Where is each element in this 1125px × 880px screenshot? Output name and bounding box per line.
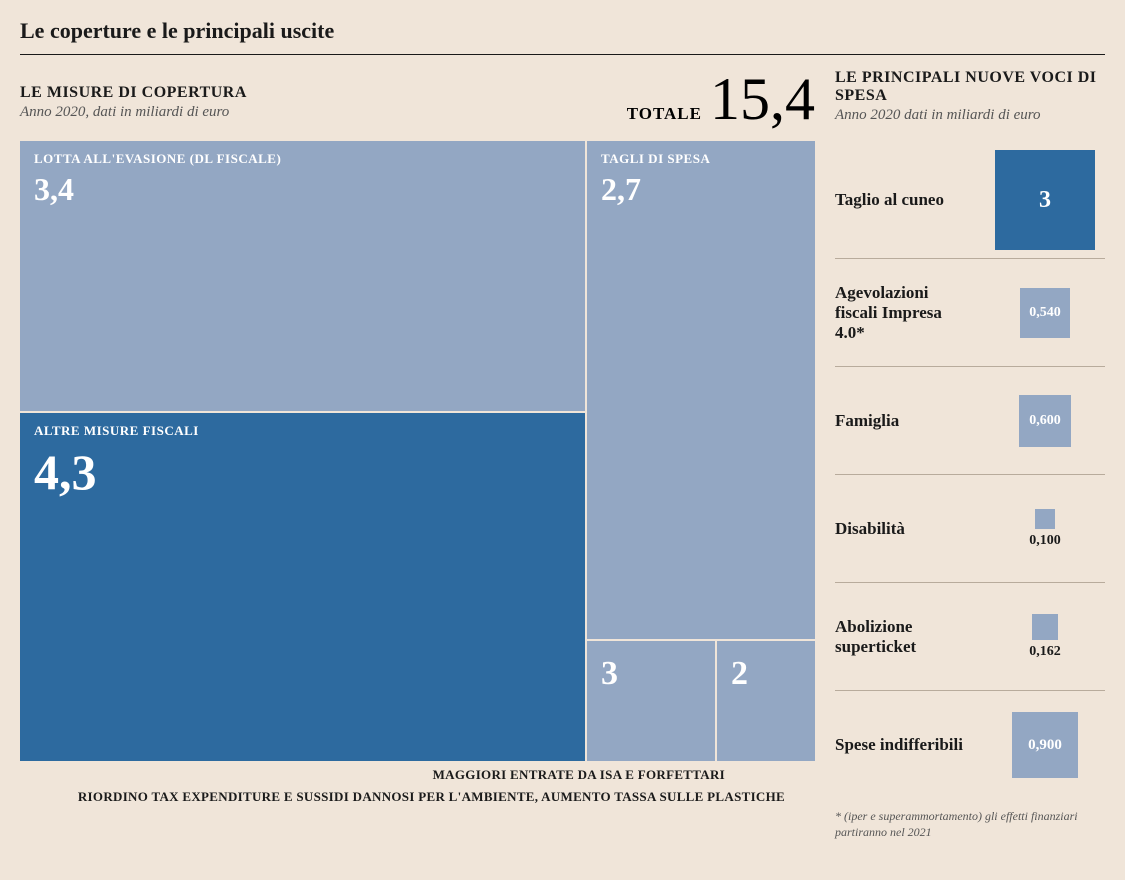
treemap-box-tre: 3 bbox=[587, 641, 715, 761]
spesa-box: 3 bbox=[995, 150, 1095, 250]
spesa-box-wrap: 0,600 bbox=[985, 395, 1105, 447]
page-title: Le coperture e le principali uscite bbox=[20, 18, 1105, 55]
spesa-box-wrap: 0,540 bbox=[985, 288, 1105, 338]
spesa-label: Taglio al cuneo bbox=[835, 190, 944, 210]
left-subtitle: Anno 2020, dati in miliardi di euro bbox=[20, 104, 247, 121]
spesa-row: Agevolazioni fiscali Impresa 4.0* 0,540 bbox=[835, 259, 1105, 367]
treemap-box-tagli: TAGLI DI SPESA 2,7 bbox=[587, 141, 815, 639]
treemap-box-altre: ALTRE MISURE FISCALI 4,3 bbox=[20, 413, 585, 761]
treemap-label: TAGLI DI SPESA bbox=[601, 151, 801, 167]
spesa-label: Agevolazioni fiscali Impresa 4.0* bbox=[835, 283, 975, 343]
treemap-value: 3,4 bbox=[34, 171, 571, 208]
callout-1-text: MAGGIORI ENTRATE DA ISA E FORFETTARI bbox=[433, 767, 725, 782]
totale-value: 15,4 bbox=[710, 69, 815, 129]
treemap-value: 3 bbox=[601, 655, 701, 693]
spesa-box bbox=[1035, 509, 1055, 529]
treemap-value: 4,3 bbox=[34, 443, 571, 501]
totale-label: TOTALE bbox=[627, 104, 702, 124]
treemap-box-evasione: LOTTA ALL'EVASIONE (DL FISCALE) 3,4 bbox=[20, 141, 585, 411]
treemap-value: 2,7 bbox=[601, 171, 801, 208]
callout-2: RIORDINO TAX EXPENDITURE E SUSSIDI DANNO… bbox=[20, 789, 815, 805]
spesa-box: 0,900 bbox=[1012, 712, 1078, 778]
spesa-value-below: 0,100 bbox=[1029, 533, 1061, 549]
spesa-label: Disabilità bbox=[835, 519, 905, 539]
spesa-box: 0,540 bbox=[1020, 288, 1070, 338]
spesa-value-below: 0,162 bbox=[1029, 644, 1061, 660]
right-title: LE PRINCIPALI NUOVE VOCI DI SPESA bbox=[835, 69, 1105, 105]
treemap-label: ALTRE MISURE FISCALI bbox=[34, 423, 571, 439]
right-subtitle: Anno 2020 dati in miliardi di euro bbox=[835, 107, 1105, 124]
treemap: LOTTA ALL'EVASIONE (DL FISCALE) 3,4 ALTRE … bbox=[20, 141, 815, 761]
spesa-row: Abolizione superticket 0,162 bbox=[835, 583, 1105, 691]
spesa-rows: Taglio al cuneo3Agevolazioni fiscali Imp… bbox=[835, 142, 1105, 799]
spesa-box bbox=[1032, 614, 1058, 640]
spesa-row: Spese indifferibili 0,900 bbox=[835, 691, 1105, 799]
spesa-row: Disabilità 0,100 bbox=[835, 475, 1105, 583]
spesa-box-wrap: 0,100 bbox=[985, 509, 1105, 549]
totale-block: TOTALE 15,4 bbox=[627, 69, 815, 129]
spesa-box: 0,600 bbox=[1019, 395, 1071, 447]
callout-1: MAGGIORI ENTRATE DA ISA E FORFETTARI bbox=[20, 767, 815, 783]
spesa-box-wrap: 3 bbox=[985, 150, 1105, 250]
spesa-row: Taglio al cuneo 3 bbox=[835, 142, 1105, 259]
callout-2-text: RIORDINO TAX EXPENDITURE E SUSSIDI DANNO… bbox=[78, 789, 785, 804]
spesa-label: Abolizione superticket bbox=[835, 617, 975, 657]
treemap-value: 2 bbox=[731, 655, 801, 693]
treemap-label: LOTTA ALL'EVASIONE (DL FISCALE) bbox=[34, 151, 571, 167]
left-title: LE MISURE DI COPERTURA bbox=[20, 84, 247, 102]
content-container: LE MISURE DI COPERTURA Anno 2020, dati i… bbox=[20, 69, 1105, 840]
footnote: * (iper e superammortamento) gli effetti… bbox=[835, 809, 1105, 840]
spesa-label: Spese indifferibili bbox=[835, 735, 963, 755]
left-header: LE MISURE DI COPERTURA Anno 2020, dati i… bbox=[20, 69, 815, 129]
coperture-section: LE MISURE DI COPERTURA Anno 2020, dati i… bbox=[20, 69, 815, 840]
spesa-label: Famiglia bbox=[835, 411, 899, 431]
spesa-box-wrap: 0,162 bbox=[985, 614, 1105, 660]
callouts: MAGGIORI ENTRATE DA ISA E FORFETTARI RIO… bbox=[20, 767, 815, 805]
spesa-row: Famiglia 0,600 bbox=[835, 367, 1105, 475]
spesa-section: LE PRINCIPALI NUOVE VOCI DI SPESA Anno 2… bbox=[835, 69, 1105, 840]
treemap-box-due: 2 bbox=[717, 641, 815, 761]
spesa-box-wrap: 0,900 bbox=[985, 712, 1105, 778]
